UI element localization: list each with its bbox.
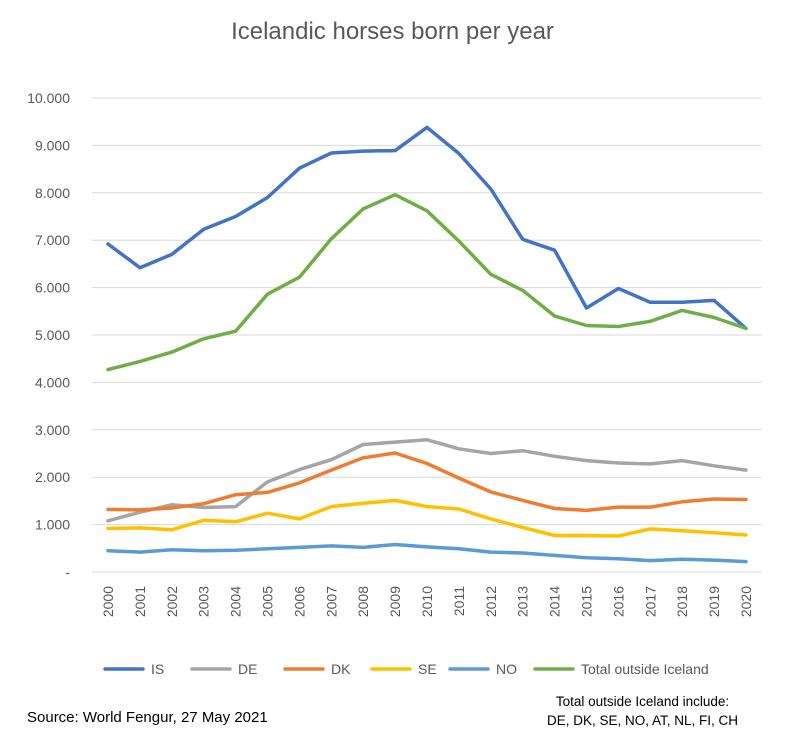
y-tick-label: 2.000 — [35, 469, 70, 485]
source-text: Source: World Fengur, 27 May 2021 — [27, 709, 268, 726]
y-tick-label: - — [65, 564, 70, 580]
series-line-no — [106, 542, 748, 564]
x-tick-label: 2000 — [100, 586, 116, 617]
x-tick-label: 2008 — [355, 586, 371, 617]
x-tick-label: 2002 — [164, 586, 180, 617]
x-tick-label: 2019 — [706, 586, 722, 617]
series-line-is — [106, 125, 748, 331]
chart-title: Icelandic horses born per year — [231, 18, 554, 45]
series-line-se — [106, 498, 748, 538]
footnote: Total outside Iceland include: DE, DK, S… — [520, 692, 765, 730]
y-tick-label: 7.000 — [35, 232, 70, 248]
x-tick-label: 2005 — [259, 586, 275, 617]
x-tick-label: 2016 — [610, 586, 626, 617]
y-tick-label: 8.000 — [35, 185, 70, 201]
x-tick-label: 2011 — [451, 586, 467, 616]
y-tick-label: 9.000 — [35, 137, 70, 153]
series-line-total-outside-iceland — [106, 192, 748, 372]
gridlines — [92, 97, 762, 573]
series-lines — [106, 125, 748, 564]
y-tick-label: 3.000 — [35, 422, 70, 438]
legend-label: IS — [151, 661, 164, 677]
x-tick-label: 2010 — [419, 586, 435, 617]
footnote-line-2: DE, DK, SE, NO, AT, NL, FI, CH — [546, 713, 739, 728]
footnote-line-1: Total outside Iceland include: — [555, 694, 730, 709]
y-tick-label: 4.000 — [35, 374, 70, 390]
legend-label: NO — [496, 661, 517, 677]
y-tick-label: 1.000 — [35, 517, 70, 533]
legend-label: DK — [331, 661, 351, 677]
legend-label: Total outside Iceland — [581, 661, 709, 677]
x-tick-label: 2017 — [642, 586, 658, 617]
x-tick-label: 2001 — [132, 586, 148, 617]
y-axis-ticks: - 1.000 2.000 3.000 4.000 5.000 6.000 7.000 8.00… — [27, 90, 70, 580]
x-tick-label: 2006 — [291, 586, 307, 617]
legend: IS DE DK SE NO Total outside Iceland — [103, 661, 709, 677]
x-tick-label: 2004 — [228, 586, 244, 617]
x-tick-label: 2018 — [674, 586, 690, 617]
x-tick-label: 2007 — [323, 586, 339, 617]
y-tick-label: 10.000 — [27, 90, 70, 106]
x-axis-ticks: 2000 2001 2002 2003 2004 2005 2006 2007 2008 2009… — [100, 586, 754, 617]
x-tick-label: 2013 — [515, 586, 531, 617]
series-line-de — [106, 438, 748, 523]
x-tick-label: 2009 — [387, 586, 403, 617]
x-tick-label: 2014 — [547, 586, 563, 617]
x-tick-label: 2015 — [579, 586, 595, 617]
legend-label: DE — [238, 661, 257, 677]
x-tick-label: 2020 — [738, 586, 754, 617]
series-line-dk — [106, 451, 748, 513]
x-tick-label: 2003 — [196, 586, 212, 617]
legend-label: SE — [418, 661, 437, 677]
y-tick-label: 5.000 — [35, 327, 70, 343]
y-tick-label: 6.000 — [35, 280, 70, 296]
x-tick-label: 2012 — [483, 586, 499, 617]
